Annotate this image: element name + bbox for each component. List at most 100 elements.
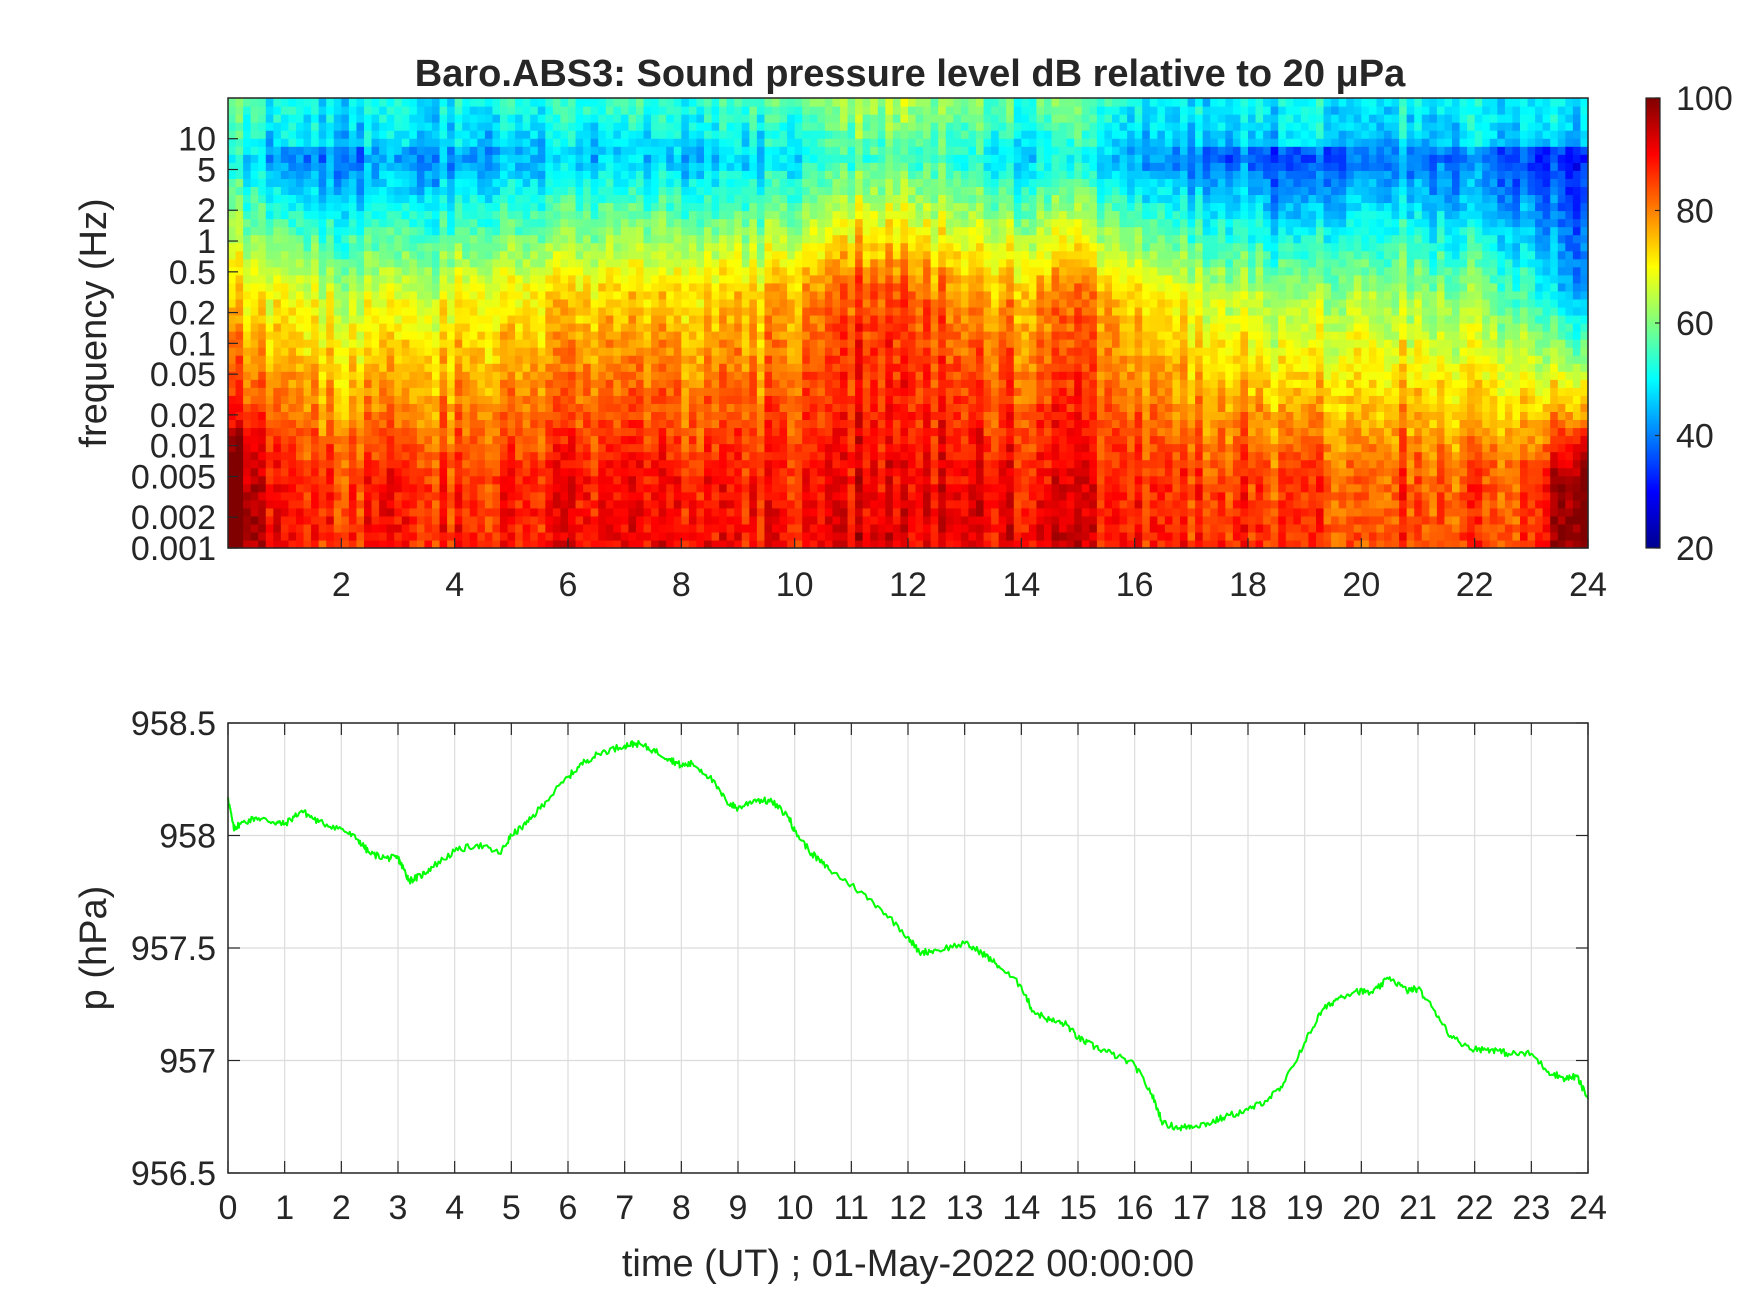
heatmap-cell [719, 162, 728, 171]
heatmap-cell [568, 347, 577, 356]
heatmap-cell [545, 146, 554, 155]
heatmap-cell [447, 323, 456, 332]
heatmap-cell [719, 178, 728, 187]
heatmap-cell [643, 162, 652, 171]
heatmap-cell [522, 98, 531, 107]
heatmap-cell [469, 363, 478, 372]
heatmap-cell [552, 194, 562, 204]
heatmap-cell [779, 459, 788, 469]
heatmap-cell [364, 339, 373, 348]
heatmap-cell [409, 210, 418, 220]
heatmap-cell [832, 114, 841, 123]
heatmap-cell [772, 363, 781, 372]
heatmap-cell [583, 419, 592, 429]
heatmap-cell [386, 467, 395, 477]
heatmap-cell [333, 298, 342, 308]
heatmap-cell [636, 202, 645, 212]
heatmap-cell [726, 443, 735, 453]
heatmap-cell [424, 290, 433, 300]
heatmap-cell [832, 507, 841, 517]
heatmap-cell [764, 475, 773, 485]
heatmap-cell [779, 507, 788, 517]
heatmap-cell [772, 395, 781, 404]
heatmap-cell [401, 523, 410, 533]
heatmap-cell [273, 379, 282, 388]
heatmap-cell [243, 186, 252, 196]
heatmap-cell [628, 491, 637, 501]
heatmap-cell [666, 202, 675, 212]
heatmap-cell [749, 459, 758, 469]
heatmap-cell [892, 298, 902, 308]
heatmap-cell [704, 411, 713, 421]
heatmap-cell [348, 443, 358, 453]
heatmap-cell [756, 531, 766, 541]
heatmap-cell [802, 138, 811, 147]
heatmap-cell [364, 178, 373, 187]
heatmap-cell [371, 282, 380, 292]
heatmap-cell [530, 274, 539, 284]
heatmap-cell [855, 523, 864, 533]
heatmap-cell [741, 162, 750, 171]
heatmap-cell [666, 170, 675, 179]
heatmap-cell [424, 154, 433, 163]
heatmap-cell [379, 178, 388, 187]
heatmap-cell [530, 467, 539, 477]
heatmap-cell [265, 403, 274, 412]
heatmap-cell [273, 451, 282, 461]
heatmap-cell [469, 298, 478, 308]
heatmap-cell [666, 371, 675, 380]
heatmap-cell [318, 258, 327, 268]
heatmap-cell [756, 419, 766, 429]
heatmap-cell [552, 459, 562, 469]
heatmap-cell [394, 226, 403, 236]
heatmap-cell [258, 178, 267, 187]
heatmap-cell [552, 323, 562, 332]
heatmap-cell [348, 154, 358, 163]
heatmap-cell [605, 122, 614, 131]
heatmap-cell [711, 194, 720, 204]
heatmap-cell [636, 491, 645, 501]
heatmap-cell [228, 499, 237, 509]
heatmap-cell [726, 314, 735, 324]
heatmap-cell [628, 451, 637, 461]
heatmap-cell [772, 130, 781, 139]
heatmap-cell [235, 154, 244, 163]
heatmap-cell [364, 411, 373, 421]
heatmap-cell [530, 427, 539, 437]
heatmap-cell [235, 266, 244, 276]
heatmap-cell [432, 274, 441, 284]
heatmap-cell [416, 483, 426, 493]
heatmap-cell [484, 202, 494, 212]
heatmap-cell [280, 274, 290, 284]
heatmap-cell [552, 491, 562, 501]
heatmap-cell [432, 178, 441, 187]
heatmap-cell [809, 467, 818, 477]
heatmap-cell [719, 523, 728, 533]
heatmap-cell [500, 290, 509, 300]
heatmap-cell [507, 491, 516, 501]
heatmap-cell [643, 210, 652, 220]
heatmap-cell [303, 130, 312, 139]
heatmap-cell [333, 467, 342, 477]
heatmap-cell [651, 371, 660, 380]
heatmap-cell [288, 363, 297, 372]
heatmap-cell [492, 202, 501, 212]
heatmap-cell [772, 451, 781, 461]
heatmap-cell [688, 106, 698, 115]
heatmap-cell [651, 443, 660, 453]
heatmap-cell [590, 515, 599, 525]
heatmap-cell [394, 114, 403, 123]
heatmap-cell [575, 234, 584, 244]
heatmap-cell [824, 355, 834, 364]
heatmap-cell [454, 162, 463, 171]
heatmap-cell [326, 523, 335, 533]
heatmap-cell [726, 250, 735, 260]
heatmap-cell [228, 531, 237, 541]
heatmap-cell [477, 403, 486, 412]
heatmap-cell [749, 210, 758, 220]
heatmap-cell [885, 162, 894, 171]
heatmap-cell [741, 395, 750, 404]
heatmap-cell [877, 250, 886, 260]
heatmap-cell [333, 170, 342, 179]
heatmap-cell [235, 443, 244, 453]
